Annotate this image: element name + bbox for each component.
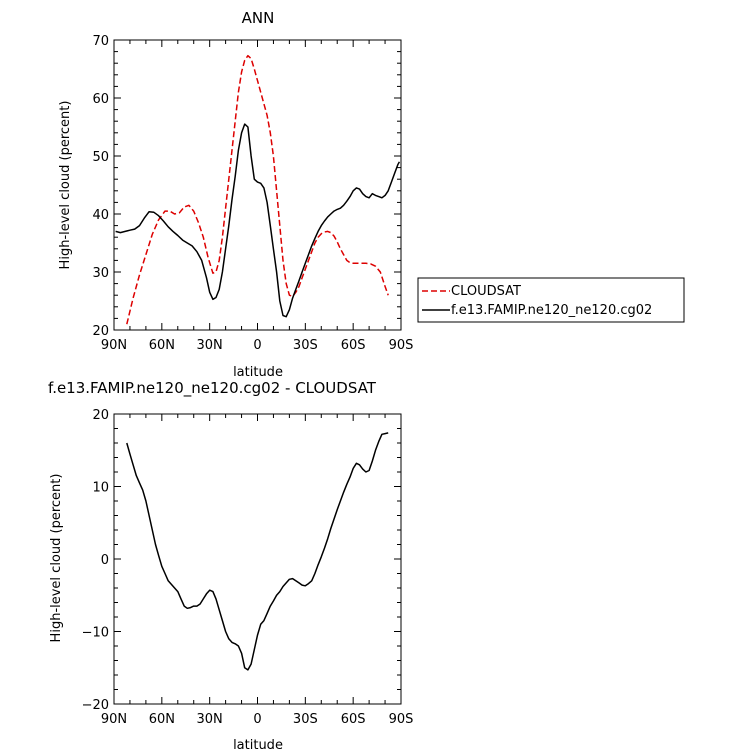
series-line-f-e13-famip-ne120-ne120-cg02 <box>115 123 401 318</box>
x-tick-label: 30S <box>293 712 318 727</box>
legend-label-cloudsat: CLOUDSAT <box>451 284 521 299</box>
x-tick-label: 90S <box>389 712 414 727</box>
y-tick-label: 50 <box>92 150 109 165</box>
x-axis-label: latitude <box>233 738 283 753</box>
chart-title: ANN <box>242 9 275 27</box>
x-tick-label: 90N <box>101 712 127 727</box>
y-tick-label: 20 <box>92 324 109 339</box>
legend-label-model: f.e13.FAMIP.ne120_ne120.cg02 <box>451 303 652 318</box>
series-line-cloudsat <box>126 54 389 325</box>
y-tick-label: 30 <box>92 266 109 281</box>
y-tick-label: −20 <box>82 698 109 713</box>
panel-difference: f.e13.FAMIP.ne120_ne120.cg02 - CLOUDSAT … <box>48 379 413 753</box>
series-lines <box>126 432 389 671</box>
x-axis-label: latitude <box>233 365 283 380</box>
x-tick-label: 90S <box>389 338 414 353</box>
x-tick-label: 30N <box>197 712 223 727</box>
chart-title: f.e13.FAMIP.ne120_ne120.cg02 - CLOUDSAT <box>48 379 377 398</box>
x-ticks: 90N 60N 30N 0 30S 60S 90S <box>101 40 414 353</box>
y-tick-label: 60 <box>92 92 109 107</box>
x-tick-label: 60S <box>341 338 366 353</box>
plot-frame <box>113 413 402 705</box>
y-tick-label: −10 <box>82 626 109 641</box>
x-tick-label: 0 <box>253 338 261 353</box>
y-tick-label: 70 <box>92 34 109 49</box>
x-tick-label: 30S <box>293 338 318 353</box>
series-lines <box>115 54 401 325</box>
panel-annual-high-cloud: ANN High-level cloud (percent) latitude … <box>58 9 413 380</box>
plot-frame <box>113 39 402 331</box>
y-ticks: −20 −10 0 10 20 <box>82 408 401 713</box>
legend-box <box>417 277 685 323</box>
series-line-series-0 <box>126 432 389 671</box>
x-tick-label: 60N <box>149 712 175 727</box>
x-ticks: 90N 60N 30N 0 30S 60S 90S <box>101 414 414 727</box>
y-tick-label: 10 <box>92 481 109 496</box>
x-tick-label: 0 <box>253 712 261 727</box>
y-ticks: 20 30 40 50 60 70 <box>92 34 401 339</box>
y-axis-label: High-level cloud (percent) <box>58 101 73 270</box>
y-tick-label: 20 <box>92 408 109 423</box>
y-tick-label: 40 <box>92 208 109 223</box>
legend: CLOUDSAT f.e13.FAMIP.ne120_ne120.cg02 <box>417 277 685 323</box>
x-tick-label: 60N <box>149 338 175 353</box>
y-axis-label: High-level cloud (percent) <box>49 474 64 643</box>
y-tick-label: 0 <box>101 553 109 568</box>
x-tick-label: 30N <box>197 338 223 353</box>
x-tick-label: 60S <box>341 712 366 727</box>
x-tick-label: 90N <box>101 338 127 353</box>
